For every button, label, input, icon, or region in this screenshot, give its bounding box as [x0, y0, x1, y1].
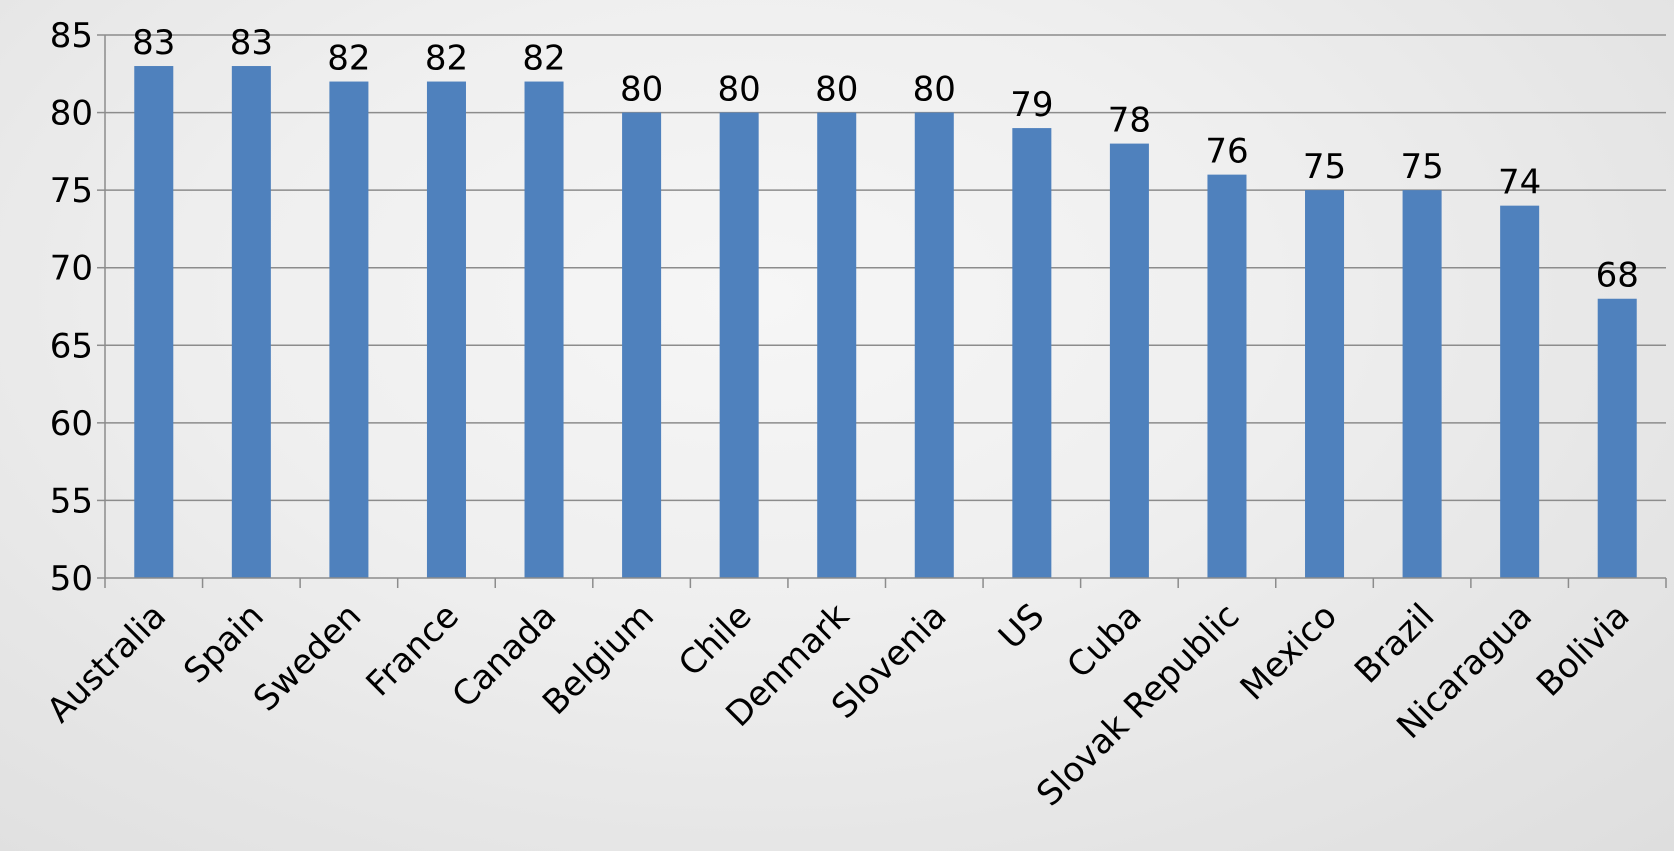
- x-tick-label-brazil: Brazil: [1347, 596, 1442, 691]
- y-tick-label: 50: [50, 559, 93, 599]
- y-tick-label: 80: [50, 94, 93, 134]
- data-label-bolivia: 68: [1596, 256, 1639, 296]
- x-tick-label-bolivia: Bolivia: [1529, 596, 1637, 704]
- bar-bolivia: [1597, 298, 1637, 578]
- data-label-denmark: 80: [815, 70, 858, 110]
- bar-chile: [719, 112, 759, 579]
- data-label-mexico: 75: [1303, 147, 1346, 187]
- data-label-canada: 82: [522, 39, 565, 79]
- bar-france: [426, 81, 466, 579]
- bar-brazil: [1402, 190, 1442, 578]
- data-label-slovenia: 80: [913, 70, 956, 110]
- x-tick-label-spain: Spain: [176, 596, 271, 691]
- data-label-us: 79: [1010, 85, 1053, 125]
- data-label-australia: 83: [132, 23, 175, 63]
- bars: [134, 66, 1637, 579]
- bar-us: [1012, 128, 1052, 579]
- bar-canada: [524, 81, 564, 579]
- data-label-spain: 83: [230, 23, 273, 63]
- bar-australia: [134, 66, 174, 579]
- bar-slovak-republic: [1207, 174, 1247, 578]
- y-tick-label: 55: [50, 481, 93, 521]
- y-tick-label: 70: [50, 249, 93, 289]
- x-tick-label-mexico: Mexico: [1233, 596, 1345, 708]
- bar-sweden: [329, 81, 369, 579]
- data-label-cuba: 78: [1108, 101, 1151, 141]
- x-tick-label-us: US: [991, 596, 1052, 657]
- bar-nicaragua: [1500, 205, 1540, 578]
- bar-slovenia: [914, 112, 954, 579]
- data-label-brazil: 75: [1400, 147, 1443, 187]
- data-label-slovak-republic: 76: [1205, 132, 1248, 172]
- x-tick-label-sweden: Sweden: [246, 596, 369, 719]
- bar-denmark: [817, 112, 857, 579]
- x-tick-label-chile: Chile: [671, 596, 759, 684]
- data-label-nicaragua: 74: [1498, 163, 1541, 203]
- bar-cuba: [1109, 143, 1149, 578]
- data-label-france: 82: [425, 39, 468, 79]
- bar-mexico: [1305, 190, 1345, 578]
- y-tick-label: 65: [50, 326, 93, 366]
- axes: [97, 34, 1667, 588]
- y-tick-label: 60: [50, 404, 93, 444]
- x-tick-label-cuba: Cuba: [1059, 596, 1149, 686]
- y-tick-label: 75: [50, 171, 93, 211]
- bar-belgium: [622, 112, 662, 579]
- data-label-sweden: 82: [327, 39, 370, 79]
- y-tick-label: 85: [50, 16, 93, 56]
- bar-spain: [231, 66, 271, 579]
- data-label-chile: 80: [718, 70, 761, 110]
- x-tick-label-australia: Australia: [40, 596, 175, 731]
- data-label-belgium: 80: [620, 70, 663, 110]
